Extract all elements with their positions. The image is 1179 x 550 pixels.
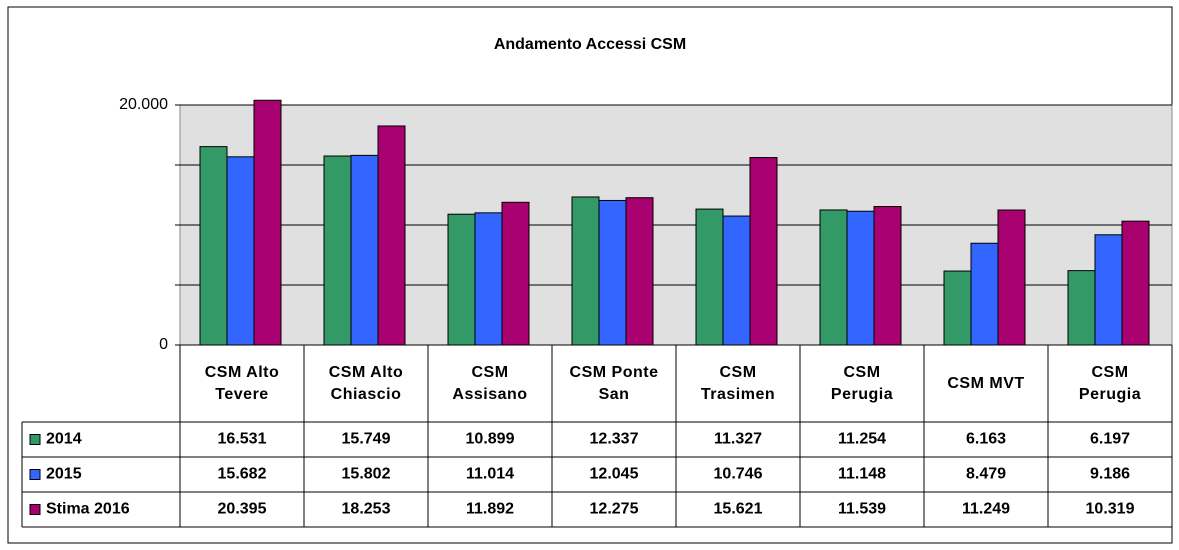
legend-swatch: [29, 504, 41, 515]
category-label: CSM Assisano: [452, 364, 528, 403]
legend-label: 2015: [46, 466, 82, 483]
data-label: 15.749: [342, 431, 391, 448]
bar: [501, 201, 530, 346]
bar: [873, 206, 902, 346]
bar: [625, 197, 654, 346]
bar: [943, 270, 972, 346]
bar: [199, 146, 228, 346]
data-label: 11.148: [838, 466, 886, 483]
data-label: 15.802: [342, 466, 391, 483]
data-label: 11.539: [838, 501, 886, 518]
data-label: 11.014: [466, 466, 514, 483]
data-label: 11.254: [838, 431, 886, 448]
bar: [571, 196, 600, 346]
data-label: 12.337: [590, 431, 639, 448]
bar: [447, 213, 476, 346]
bar: [323, 155, 352, 346]
bar: [1094, 234, 1123, 346]
data-label: 8.479: [966, 466, 1006, 483]
data-label: 18.253: [342, 501, 391, 518]
data-label: 20.395: [218, 501, 267, 518]
bar: [1067, 270, 1096, 346]
bar: [695, 208, 724, 346]
bar: [350, 154, 379, 346]
category-label: CSM Ponte San: [569, 364, 659, 403]
data-label: 10.319: [1086, 501, 1135, 518]
bar: [598, 199, 627, 346]
data-label: 11.892: [466, 501, 514, 518]
data-label: 11.327: [714, 431, 762, 448]
bar: [474, 212, 503, 346]
legend-swatch: [29, 469, 41, 480]
bar: [377, 125, 406, 346]
bar: [997, 209, 1026, 346]
data-label: 6.197: [1090, 431, 1130, 448]
category-label: CSM Perugia: [830, 364, 894, 403]
category-label: CSM Perugia: [1078, 364, 1142, 403]
data-label: 11.249: [962, 501, 1010, 518]
legend-swatch: [29, 434, 41, 445]
bar: [226, 156, 255, 346]
data-label: 9.186: [1090, 466, 1130, 483]
data-label: 15.682: [218, 466, 267, 483]
legend-label: 2014: [46, 431, 82, 448]
bar: [722, 215, 751, 346]
data-label: 12.045: [590, 466, 639, 483]
category-label: CSM Alto Chiascio: [328, 364, 404, 403]
data-label: 6.163: [966, 431, 1006, 448]
bar: [970, 242, 999, 346]
bar: [749, 157, 778, 346]
bar: [253, 99, 282, 346]
legend-label: Stima 2016: [46, 501, 130, 518]
bar: [1121, 220, 1150, 346]
data-label: 10.899: [466, 431, 515, 448]
chart-title: Andamento Accessi CSM: [494, 36, 686, 53]
category-label: CSM MVT: [947, 375, 1025, 392]
category-label: CSM Trasimen: [700, 364, 776, 403]
y-tick-label: 0: [159, 336, 168, 353]
category-label: CSM Alto Tevere: [204, 364, 280, 403]
y-tick-label: 20.000: [119, 96, 168, 113]
data-label: 16.531: [218, 431, 267, 448]
data-label: 10.746: [714, 466, 763, 483]
bar: [819, 209, 848, 346]
data-label: 12.275: [590, 501, 639, 518]
bar: [846, 210, 875, 346]
data-label: 15.621: [714, 501, 763, 518]
